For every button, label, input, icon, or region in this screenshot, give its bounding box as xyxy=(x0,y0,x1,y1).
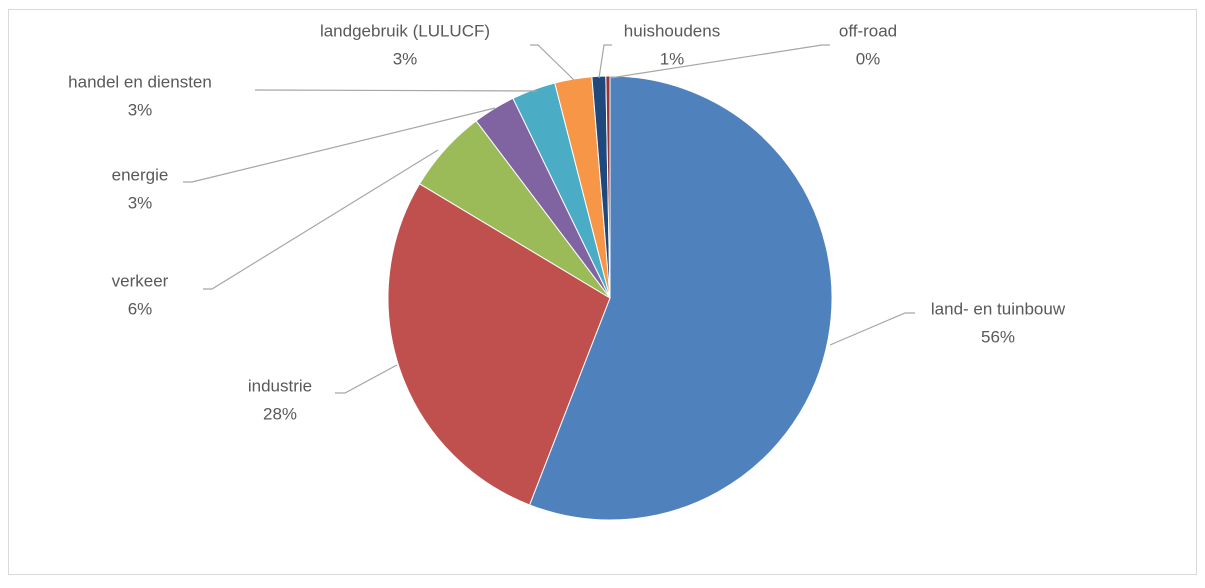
slice-label: off-road xyxy=(839,21,897,40)
slice-value-label: 3% xyxy=(393,49,418,68)
slice-value-label: 0% xyxy=(856,49,881,68)
slice-label: huishoudens xyxy=(624,21,720,40)
leader-line xyxy=(254,89,538,92)
slice-label: land- en tuinbouw xyxy=(931,299,1066,318)
slice-value-label: 56% xyxy=(981,327,1015,346)
slice-label: energie xyxy=(112,165,169,184)
slice-value-label: 3% xyxy=(128,193,153,212)
leader-line xyxy=(530,44,575,81)
leader-line xyxy=(598,44,612,79)
pie-slice xyxy=(528,75,833,521)
leader-line xyxy=(203,149,439,290)
slice-label: handel en diensten xyxy=(68,72,212,91)
pie-slice xyxy=(605,75,611,299)
leader-line xyxy=(335,364,398,394)
leader-line xyxy=(609,44,830,79)
slice-label: verkeer xyxy=(112,271,169,290)
leader-line xyxy=(183,107,496,183)
slice-value-label: 28% xyxy=(263,404,297,423)
slice-value-label: 6% xyxy=(128,299,153,318)
slice-label: landgebruik (LULUCF) xyxy=(320,21,490,40)
leader-line xyxy=(829,312,915,346)
slice-label: industrie xyxy=(248,376,312,395)
slice-value-label: 3% xyxy=(128,100,153,119)
slice-value-label: 1% xyxy=(660,49,685,68)
pie-slice xyxy=(387,183,611,506)
